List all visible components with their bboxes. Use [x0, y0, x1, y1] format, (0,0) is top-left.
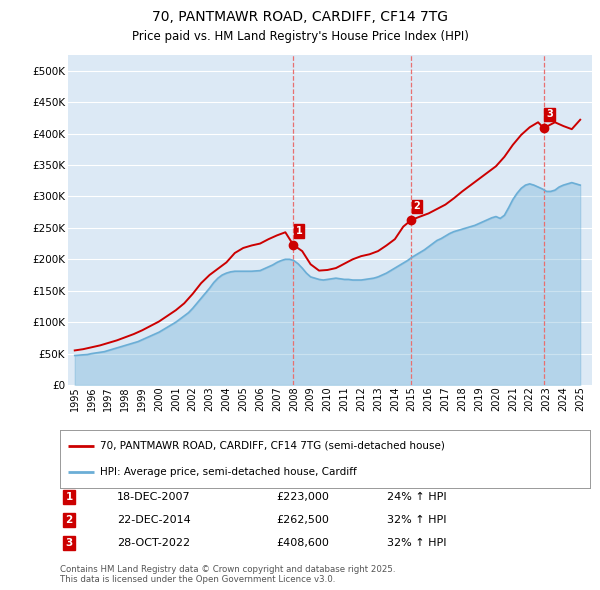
Text: 22-DEC-2014: 22-DEC-2014 — [117, 515, 191, 525]
Text: £223,000: £223,000 — [276, 492, 329, 502]
Text: Price paid vs. HM Land Registry's House Price Index (HPI): Price paid vs. HM Land Registry's House … — [131, 30, 469, 43]
Text: HPI: Average price, semi-detached house, Cardiff: HPI: Average price, semi-detached house,… — [100, 467, 356, 477]
Text: 24% ↑ HPI: 24% ↑ HPI — [387, 492, 446, 502]
Text: 18-DEC-2007: 18-DEC-2007 — [117, 492, 191, 502]
Text: 32% ↑ HPI: 32% ↑ HPI — [387, 538, 446, 548]
Text: 70, PANTMAWR ROAD, CARDIFF, CF14 7TG: 70, PANTMAWR ROAD, CARDIFF, CF14 7TG — [152, 10, 448, 24]
Text: £408,600: £408,600 — [276, 538, 329, 548]
Text: 3: 3 — [65, 538, 73, 548]
Text: Contains HM Land Registry data © Crown copyright and database right 2025.
This d: Contains HM Land Registry data © Crown c… — [60, 565, 395, 584]
Text: 2: 2 — [65, 515, 73, 525]
Text: 1: 1 — [65, 492, 73, 502]
Text: 3: 3 — [546, 110, 553, 120]
Text: 32% ↑ HPI: 32% ↑ HPI — [387, 515, 446, 525]
Text: 28-OCT-2022: 28-OCT-2022 — [117, 538, 190, 548]
Text: 2: 2 — [414, 201, 421, 211]
Text: 1: 1 — [296, 226, 302, 236]
Text: £262,500: £262,500 — [276, 515, 329, 525]
Text: 70, PANTMAWR ROAD, CARDIFF, CF14 7TG (semi-detached house): 70, PANTMAWR ROAD, CARDIFF, CF14 7TG (se… — [100, 441, 445, 451]
